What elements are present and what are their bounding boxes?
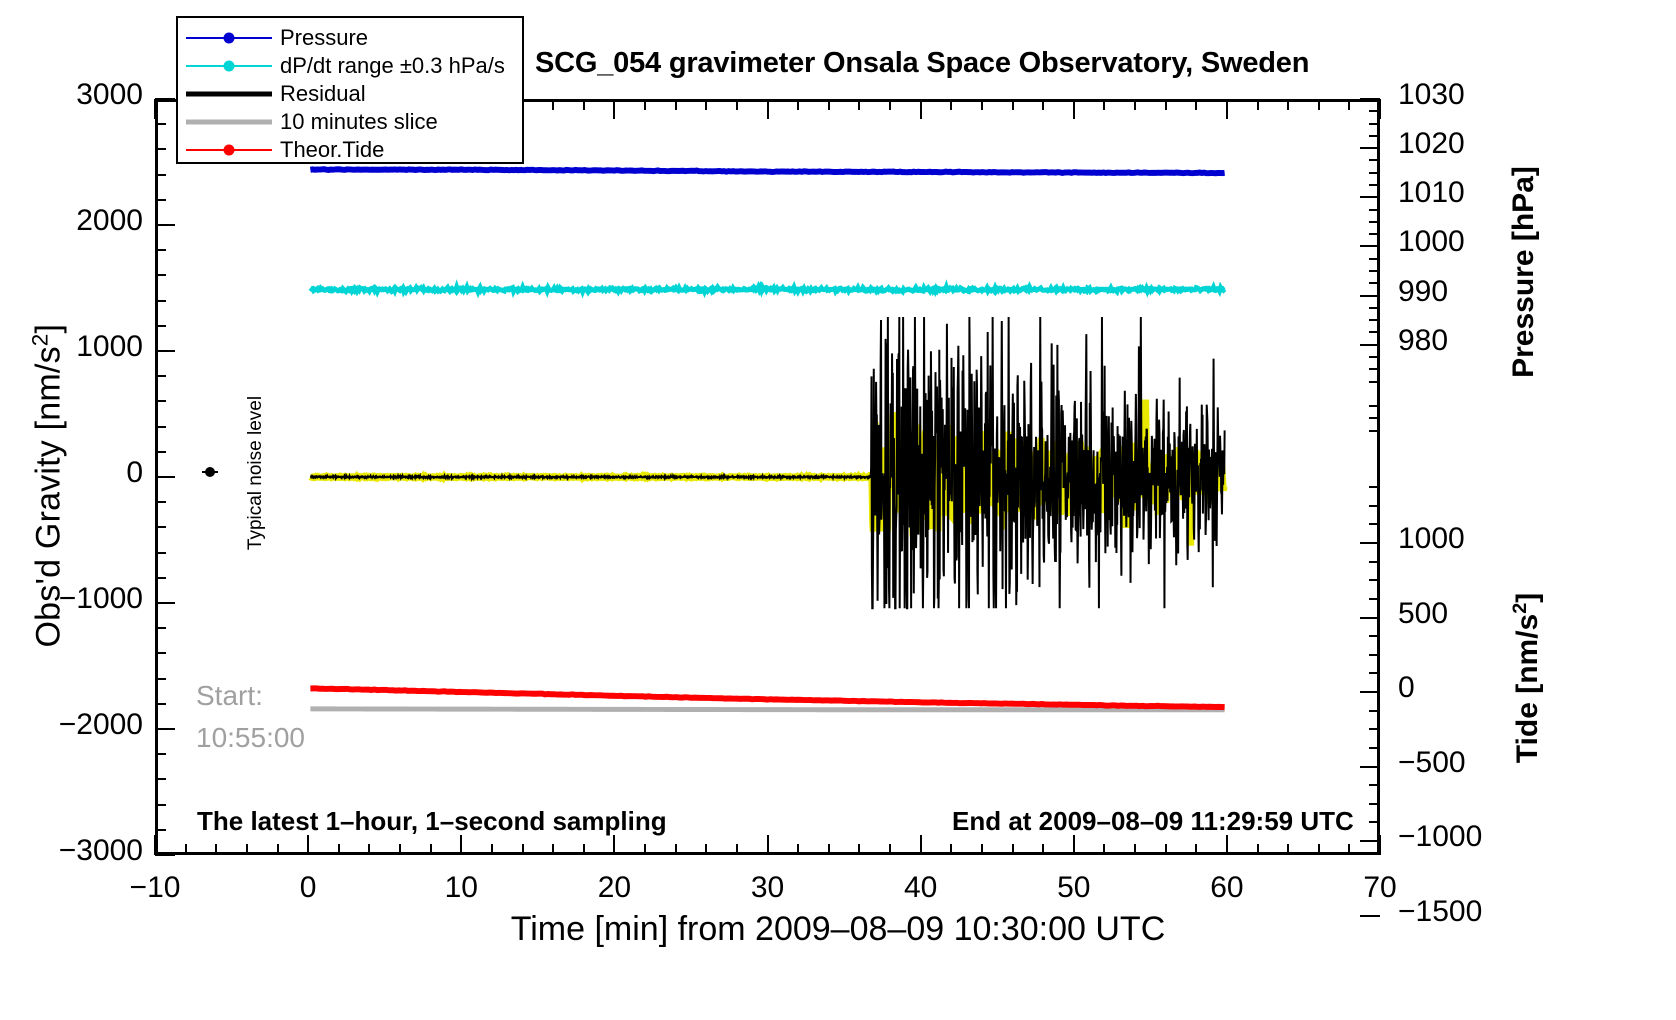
legend-marker-icon	[223, 144, 235, 156]
legend-item[interactable]: Residual	[186, 80, 522, 108]
y-tick-label-left: 0	[126, 456, 143, 489]
y-axis-left-title-text: Obs'd Gravity [nm/s	[29, 346, 68, 648]
y-axis-right-bottom-title-text: Tide [nm/s	[1511, 613, 1544, 764]
y-axis-left-title-end: ]	[29, 323, 68, 334]
theoretical-tide-trace	[310, 685, 1225, 711]
legend-item-label: 10 minutes slice	[280, 109, 438, 134]
typical-noise-level-dot	[205, 467, 215, 477]
start-time: 10:55:00	[196, 722, 305, 753]
legend: Pressure dP/dt range ±0.3 hPa/s Residual 10…	[176, 16, 524, 164]
y-tick-label-left: 1000	[76, 330, 143, 363]
x-tick-label: 60	[1210, 871, 1244, 904]
y-axis-left-title-sup: 2	[27, 333, 53, 347]
footer-right-note: End at 2009–08–09 11:29:59 UTC	[952, 806, 1354, 836]
y-tick-label-left: 2000	[76, 204, 143, 237]
start-label: Start:	[196, 680, 263, 711]
y-axis-right-top-title: Pressure [hPa]	[1507, 166, 1540, 378]
x-tick-label: 20	[597, 871, 632, 904]
y-tick-label-left: 3000	[76, 78, 143, 111]
tide-grey-baseline-trace	[310, 706, 1225, 713]
legend-item-label: dP/dt range ±0.3 hPa/s	[280, 53, 505, 78]
x-axis-title: Time [min] from 2009–08–09 10:30:00 UTC	[510, 910, 1166, 948]
x-tick-label: −10	[129, 871, 181, 904]
legend-item[interactable]: Pressure	[186, 24, 522, 52]
plot-svg	[308, 166, 1228, 713]
typical-noise-level-label: Typical noise level	[245, 395, 266, 551]
dpdt-trace	[308, 279, 1227, 299]
y-tick-label-left: −3000	[58, 834, 143, 867]
legend-swatch	[186, 140, 272, 160]
x-tick-label: 10	[444, 871, 478, 904]
x-tick-label: 50	[1057, 871, 1091, 904]
legend-item-label: Theor.Tide	[280, 137, 385, 162]
x-tick-label: 0	[299, 871, 317, 904]
legend-line-icon	[186, 91, 272, 97]
y-axis-right-bottom-title-sup: 2	[1509, 602, 1531, 614]
x-tick-label: 30	[750, 871, 785, 904]
x-tick-label: 70	[1363, 871, 1397, 904]
plot-area[interactable]	[155, 99, 1380, 855]
x-tick-label: 40	[903, 871, 938, 904]
legend-line-icon	[186, 119, 272, 125]
legend-item[interactable]: dP/dt range ±0.3 hPa/s	[186, 52, 522, 80]
legend-swatch	[186, 28, 272, 48]
y-axis-right-bottom-title-end: ]	[1511, 592, 1544, 603]
y-axis-left-title: Obs'd Gravity [nm/s2]	[27, 226, 68, 746]
pressure-trace	[309, 166, 1225, 177]
legend-item-label: Pressure	[280, 25, 369, 50]
y-tick-label-left: −2000	[58, 708, 143, 741]
page-title: SCG_054 gravimeter Onsala Space Observat…	[535, 47, 1310, 79]
legend-marker-icon	[223, 60, 235, 72]
legend-swatch	[186, 112, 272, 132]
footer-left-note: The latest 1–hour, 1–second sampling	[197, 806, 667, 836]
legend-swatch	[186, 84, 272, 104]
legend-swatch	[186, 56, 272, 76]
legend-item[interactable]: 10 minutes slice	[186, 108, 522, 136]
legend-item-label: Residual	[280, 81, 366, 106]
legend-marker-icon	[223, 32, 235, 44]
y-tick-label-left: −1000	[58, 582, 143, 615]
y-axis-right-bottom-title: Tide [nm/s2]	[1509, 513, 1545, 843]
legend-item[interactable]: Theor.Tide	[186, 136, 522, 164]
residual-trace	[309, 316, 1226, 610]
